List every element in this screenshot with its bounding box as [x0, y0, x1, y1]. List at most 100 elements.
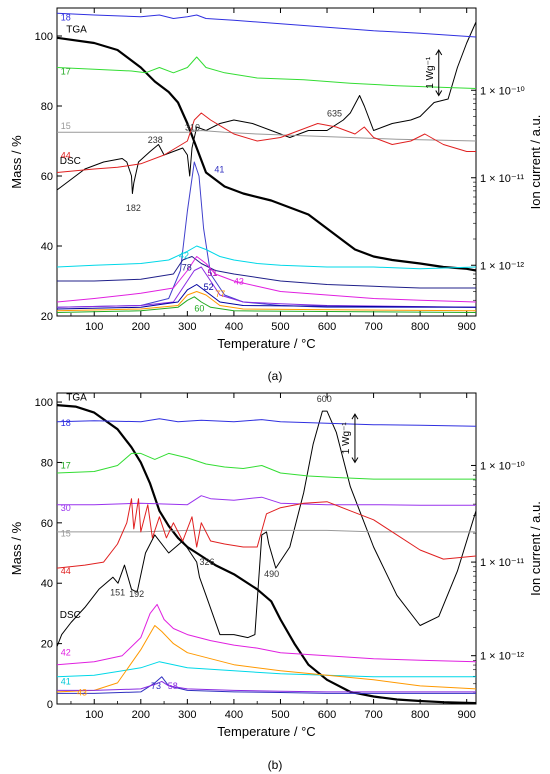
x-tick-label: 200 [132, 709, 150, 721]
x-tick-label: 800 [411, 709, 429, 721]
series-line-15 [57, 529, 476, 533]
y-tick-label: 100 [35, 397, 53, 409]
series-line-tga [57, 36, 476, 272]
right-tick-label: 1 × 10⁻¹⁰ [480, 85, 525, 97]
y-tick-label: 80 [41, 457, 53, 469]
x-axis-title: Temperature / °C [217, 336, 315, 351]
annotation-dsc: DSC [60, 156, 81, 167]
x-tick-label: 500 [271, 321, 289, 333]
series-line-17 [57, 56, 476, 89]
annotation-17: 17 [61, 67, 71, 77]
annotation-42: 42 [179, 250, 189, 260]
y-axis-title-left: Mass / % [9, 135, 24, 189]
series-line-dsc [57, 410, 476, 647]
y-tick-label: 80 [41, 101, 53, 113]
annotation-18: 18 [61, 12, 71, 22]
series-line-18 [57, 12, 476, 38]
x-tick-label: 800 [411, 321, 429, 333]
y-axis-title-left: Mass / % [9, 521, 24, 575]
annotation-58: 58 [168, 681, 178, 691]
y-tick-label: 40 [41, 241, 53, 253]
annotation-dsc: DSC [60, 610, 81, 621]
x-tick-label: 100 [85, 709, 103, 721]
series-line-17 [57, 452, 476, 480]
plot-frame [56, 392, 477, 705]
series-line-44 [57, 498, 476, 569]
right-axis-ticks: 1 × 10⁻¹⁰ 1 × 10⁻¹¹ 1 × 10⁻¹² [471, 85, 525, 312]
x-tick-label: 900 [458, 709, 476, 721]
annotation-51: 51 [207, 268, 217, 278]
x-axis-title-unit: °C [301, 336, 316, 351]
x-axis-title-text: Temperature / [217, 336, 301, 351]
right-tick-label: 1 × 10⁻¹² [480, 651, 524, 663]
x-axis-title: Temperature / °C [217, 724, 315, 739]
series-line-77 [57, 291, 476, 312]
series-line-58 [57, 680, 476, 693]
series-line-43 [57, 256, 476, 303]
scale-bar-arrow-top [435, 49, 443, 56]
panel-label: (b) [268, 758, 283, 772]
x-tick-label: 900 [458, 321, 476, 333]
y-axis-title-right: Ion current / a.u. [528, 115, 543, 210]
annotation-43: 43 [77, 688, 87, 698]
series-group [57, 404, 476, 704]
scale-bar-label: 1 Wg⁻¹ [425, 56, 436, 89]
y-tick-label: 60 [41, 518, 53, 530]
x-tick-label: 700 [364, 321, 382, 333]
y-tick-label: 40 [41, 578, 53, 590]
series-line-52 [57, 284, 476, 310]
annotation-44: 44 [61, 566, 71, 576]
series-line-41 [57, 661, 476, 678]
annotation-490: 490 [264, 569, 279, 579]
right-tick-label: 1 × 10⁻¹¹ [480, 173, 524, 185]
annotation-42: 42 [61, 648, 71, 658]
annotation-44: 44 [61, 151, 71, 161]
annotation-41: 41 [61, 676, 71, 686]
annotation-15: 15 [61, 121, 71, 131]
x-tick-label: 600 [318, 321, 336, 333]
right-tick-label: 1 × 10⁻¹² [480, 260, 524, 272]
right-tick-label: 1 × 10⁻¹⁰ [480, 460, 525, 472]
scale-bar-arrow-top [351, 413, 359, 420]
annotation-78: 78 [182, 263, 192, 273]
series-line-60 [57, 296, 476, 313]
x-axis-ticks: 100 200 300 400 500 600 700 800 900 [70, 393, 476, 721]
series-group [57, 12, 476, 313]
x-axis-title-unit: °C [301, 724, 316, 739]
annotation-73: 73 [151, 681, 161, 691]
panel-b: 100 200 300 400 500 600 700 800 9000204060801001… [9, 392, 543, 772]
plot-frame [56, 7, 477, 317]
series-line-73 [57, 676, 476, 694]
annotation-600: 600 [317, 394, 332, 404]
x-tick-label: 400 [225, 709, 243, 721]
annotation-182: 182 [126, 203, 141, 213]
annotation-30: 30 [61, 503, 71, 513]
annotation-18: 18 [61, 418, 71, 428]
series-line-30 [57, 495, 476, 506]
right-tick-label: 1 × 10⁻¹¹ [480, 557, 524, 569]
scale-bar-arrow-bottom [351, 457, 359, 464]
x-tick-label: 300 [178, 321, 196, 333]
annotation-635: 635 [327, 109, 342, 119]
annotation-151: 151 [110, 587, 125, 597]
y-axis-ticks: 20 40 60 80 100 [35, 31, 62, 323]
x-tick-label: 700 [364, 709, 382, 721]
scale-bar-label: 1 Wg⁻¹ [341, 422, 352, 455]
series-line-51 [57, 266, 476, 308]
series-line-43 [57, 625, 476, 693]
y-tick-label: 20 [41, 311, 53, 323]
series-line-dsc [57, 21, 476, 194]
series-line-tga [57, 404, 476, 704]
annotation-326: 326 [199, 557, 214, 567]
annotation-310: 310 [185, 123, 200, 133]
annotation-17: 17 [61, 460, 71, 470]
x-tick-label: 400 [225, 321, 243, 333]
series-line-18 [57, 418, 476, 427]
x-tick-label: 100 [85, 321, 103, 333]
x-tick-label: 600 [318, 709, 336, 721]
annotation-tga: TGA [66, 25, 87, 36]
series-line-78 [57, 256, 476, 289]
panel-label: (a) [268, 369, 283, 383]
annotation-41: 41 [214, 165, 224, 175]
